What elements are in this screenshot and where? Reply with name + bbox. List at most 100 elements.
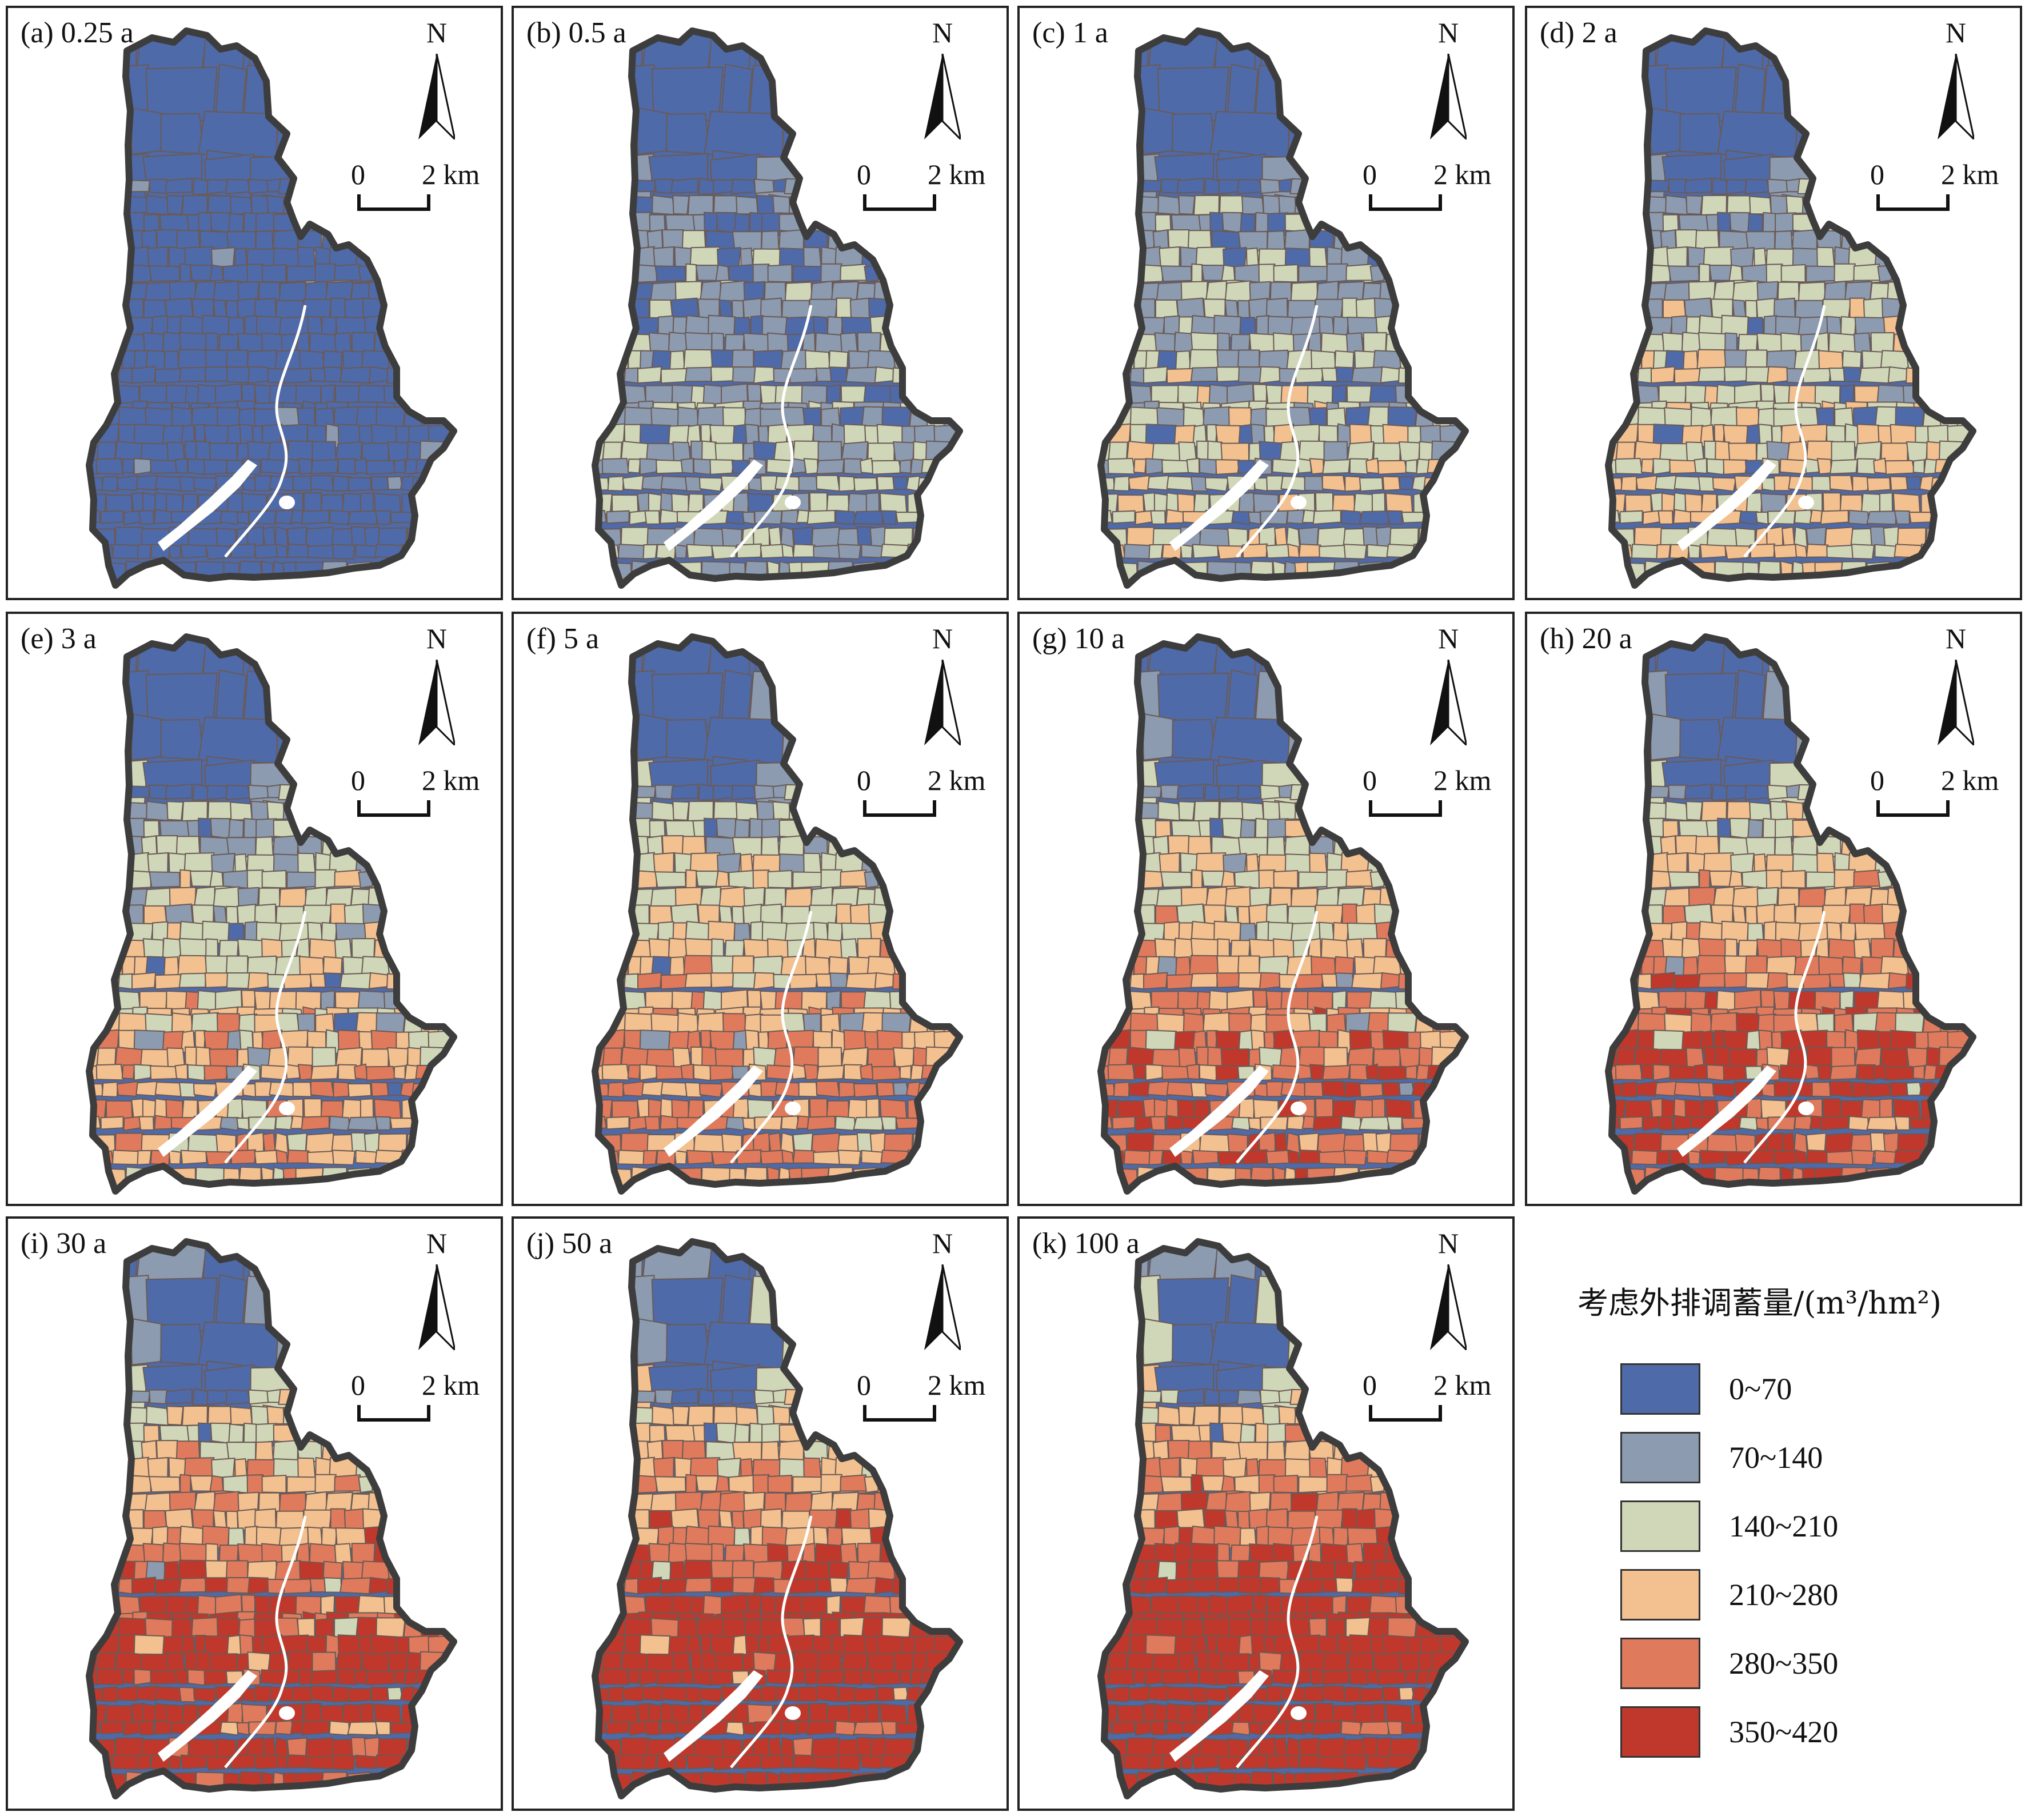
subcatchment-cell bbox=[1829, 578, 1846, 585]
subcatchment-cell bbox=[122, 580, 147, 585]
subcatchment-cell bbox=[1101, 298, 1129, 321]
subcatchment-cell bbox=[275, 905, 305, 926]
subcatchment-cell bbox=[209, 1475, 224, 1492]
subcatchment-cell bbox=[595, 213, 612, 232]
subcatchment-cell bbox=[1191, 869, 1203, 890]
subcatchment-cell bbox=[1749, 195, 1772, 215]
subcatchment-cell bbox=[323, 577, 352, 585]
subcatchment-cell bbox=[178, 1577, 206, 1593]
stream bbox=[224, 305, 307, 558]
subcatchment-cell bbox=[1623, 246, 1651, 269]
scale-bar-start-label: 0 bbox=[351, 764, 365, 796]
subcatchment-cell bbox=[451, 406, 454, 430]
subcatchment-cell bbox=[1950, 527, 1973, 550]
subcatchment-cell bbox=[1773, 297, 1796, 319]
subcatchment-cell bbox=[394, 837, 425, 859]
subcatchment-cell bbox=[1129, 973, 1145, 990]
subcatchment-cell bbox=[400, 265, 429, 282]
subcatchment-cell bbox=[1269, 887, 1292, 908]
subcatchment-cell bbox=[1115, 229, 1136, 253]
subcatchment-cell bbox=[889, 246, 907, 268]
subcatchment-cell bbox=[406, 316, 429, 340]
subcatchment-cell bbox=[900, 1442, 930, 1463]
subcatchment-cell bbox=[1101, 955, 1122, 979]
subcatchment-cell bbox=[89, 888, 105, 909]
subcatchment-cell bbox=[295, 762, 334, 817]
subcatchment-cell bbox=[1728, 264, 1743, 282]
subcatchment-cell bbox=[246, 1474, 264, 1494]
subcatchment-cell bbox=[954, 441, 960, 466]
subcatchment-cell bbox=[829, 366, 848, 382]
subcatchment-cell bbox=[680, 457, 694, 474]
subcatchment-cell bbox=[89, 1013, 98, 1035]
subcatchment-cell bbox=[310, 458, 339, 474]
subcatchment-cell bbox=[1178, 195, 1196, 215]
subcatchment-cell bbox=[1592, 1150, 1605, 1163]
subcatchment-cell bbox=[145, 1618, 174, 1639]
subcatchment-cell bbox=[1608, 1183, 1628, 1191]
subcatchment-cell bbox=[101, 1686, 118, 1702]
subcatchment-cell bbox=[1843, 972, 1862, 988]
subcatchment-cell bbox=[1794, 509, 1813, 525]
subcatchment-cell bbox=[89, 425, 91, 449]
panel-title: (g) 10 a bbox=[1032, 622, 1125, 655]
subcatchment-cell bbox=[845, 366, 878, 384]
subcatchment-cell bbox=[143, 820, 160, 838]
subcatchment-cell bbox=[1133, 1186, 1159, 1191]
subcatchment-cell bbox=[1395, 246, 1413, 268]
subcatchment-cell bbox=[946, 1773, 960, 1795]
subcatchment-cell bbox=[1821, 783, 1834, 800]
subcatchment-cell bbox=[1386, 510, 1403, 525]
subcatchment-cell bbox=[607, 476, 624, 492]
subcatchment-cell bbox=[236, 1117, 250, 1131]
subcatchment-cell bbox=[254, 1150, 279, 1165]
subcatchment-cell bbox=[1176, 783, 1205, 800]
subcatchment-cell bbox=[617, 544, 646, 560]
subcatchment-cell bbox=[395, 578, 420, 585]
subcatchment-cell bbox=[1101, 1013, 1110, 1035]
subcatchment-cell bbox=[207, 801, 232, 821]
subcatchment-cell bbox=[347, 477, 372, 492]
subcatchment-cell bbox=[666, 719, 710, 761]
subcatchment-cell bbox=[860, 1063, 874, 1080]
subcatchment-cell bbox=[1304, 1081, 1324, 1097]
subcatchment-cell bbox=[1326, 869, 1348, 889]
subcatchment-cell bbox=[1747, 213, 1764, 233]
subcatchment-cell bbox=[900, 837, 930, 859]
subcatchment-cell bbox=[1809, 1115, 1823, 1129]
subcatchment-cell bbox=[1699, 263, 1711, 284]
pond bbox=[1291, 496, 1307, 509]
subcatchment-cell bbox=[685, 1474, 697, 1495]
subcatchment-cell bbox=[897, 1445, 960, 1498]
subcatchment-cell bbox=[394, 1442, 425, 1463]
subcatchment-cell bbox=[772, 801, 792, 820]
subcatchment-cell bbox=[442, 1063, 454, 1081]
subcatchment-cell bbox=[929, 1754, 946, 1770]
subcatchment-cell bbox=[801, 156, 840, 211]
subcatchment-cell bbox=[1166, 368, 1193, 384]
subcatchment-cell bbox=[772, 578, 794, 585]
subcatchment-cell bbox=[1190, 972, 1218, 988]
subcatchment-cell bbox=[307, 1150, 335, 1166]
subcatchment-cell bbox=[1407, 578, 1432, 585]
subcatchment-cell bbox=[1468, 1083, 1488, 1097]
subcatchment-cell bbox=[189, 870, 213, 887]
subcatchment-cell bbox=[1883, 580, 1898, 585]
north-arrow-icon: N bbox=[914, 622, 971, 748]
subcatchment-cell bbox=[277, 31, 341, 78]
subcatchment-cell bbox=[1403, 840, 1465, 893]
subcatchment-cell bbox=[595, 1423, 612, 1442]
subcatchment-cell bbox=[672, 801, 690, 821]
subcatchment-cell bbox=[1473, 546, 1498, 558]
subcatchment-cell bbox=[456, 1083, 477, 1097]
subcatchment-cell bbox=[874, 366, 894, 384]
subcatchment-cell bbox=[1335, 195, 1349, 215]
subcatchment-cell bbox=[429, 1099, 454, 1121]
subcatchment-cell bbox=[442, 1668, 454, 1686]
subcatchment-cell bbox=[845, 972, 878, 990]
subcatchment-cell bbox=[742, 1722, 756, 1736]
subcatchment-cell bbox=[1262, 194, 1280, 215]
subcatchment-cell bbox=[1113, 476, 1130, 492]
subcatchment-cell bbox=[1712, 1083, 1737, 1098]
